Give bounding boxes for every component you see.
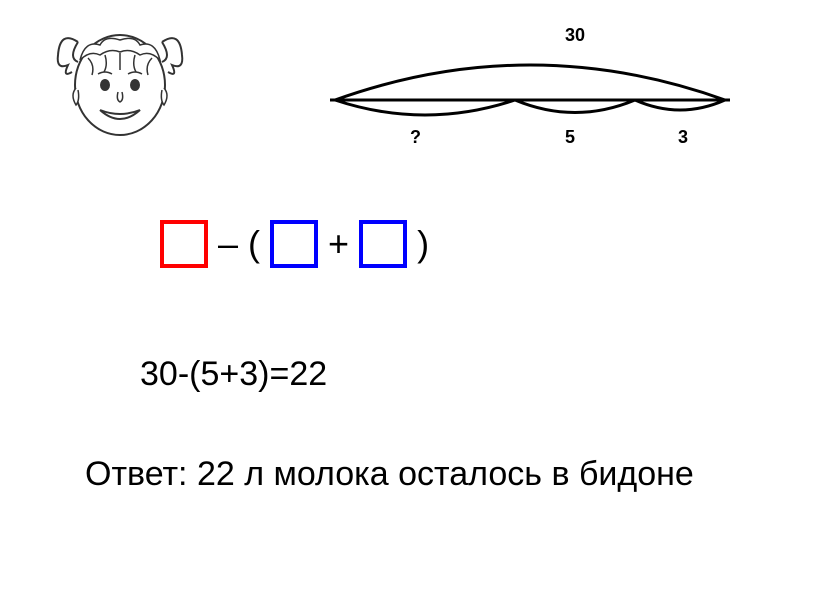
op-lparen: (	[248, 223, 260, 265]
formula-template: – ( + )	[160, 220, 429, 268]
face-illustration	[50, 10, 190, 160]
diagram-label-unknown: ?	[410, 127, 421, 148]
calculation-text: 30-(5+3)=22	[140, 355, 327, 394]
answer-text: Ответ: 22 л молока осталось в бидоне	[85, 455, 694, 494]
formula-box-3	[359, 220, 407, 268]
formula-box-1	[160, 220, 208, 268]
segment-diagram: 30 ? 5 3	[310, 25, 750, 155]
diagram-label-mid: 5	[565, 127, 575, 148]
diagram-label-total: 30	[565, 25, 585, 46]
op-plus: +	[328, 223, 349, 265]
op-minus: –	[218, 223, 238, 265]
diagram-label-right: 3	[678, 127, 688, 148]
op-rparen: )	[417, 223, 429, 265]
formula-box-2	[270, 220, 318, 268]
